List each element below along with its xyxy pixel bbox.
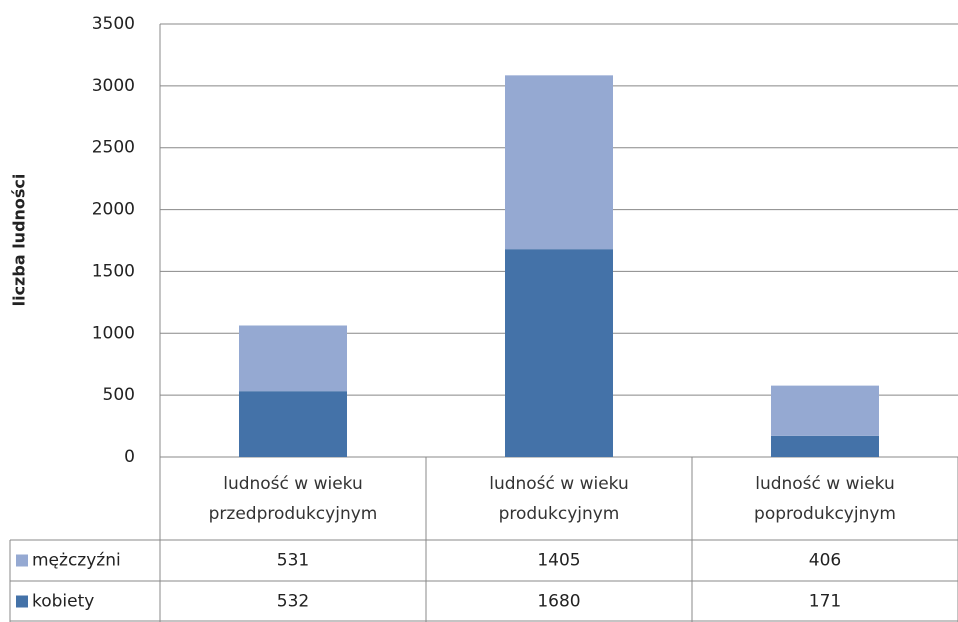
y-tick-label: 3000	[92, 76, 135, 96]
table-value: 531	[277, 551, 309, 571]
table-value: 406	[809, 551, 841, 571]
bar-segment	[771, 435, 879, 457]
category-cell: ludność w wieku poprodukcyjnym	[754, 473, 896, 524]
legend-label: mężczyźni	[32, 551, 121, 571]
y-tick-label: 0	[124, 447, 135, 467]
bar-segment	[771, 385, 879, 436]
y-tick-label: 1000	[92, 323, 135, 343]
legend-swatch	[16, 554, 28, 567]
table-value: 171	[809, 592, 841, 612]
bar-segment	[239, 325, 347, 392]
y-tick-label: 2000	[92, 200, 135, 220]
table-value: 532	[277, 592, 309, 612]
x-tick-label: ludność w wieku produkcyjnym	[489, 473, 629, 524]
table-value: 1680	[537, 592, 580, 612]
y-tick-label: 2500	[92, 138, 135, 158]
y-tick-label: 500	[103, 385, 135, 405]
bar-segment	[505, 249, 613, 457]
table-value: 1405	[537, 551, 580, 571]
legend-swatch	[16, 595, 28, 608]
y-axis-title: liczba ludności	[10, 174, 29, 307]
bar-segment	[505, 75, 613, 250]
x-tick-label: ludność w wieku przedprodukcyjnym	[208, 473, 378, 524]
legend-label: kobiety	[32, 592, 94, 612]
category-cell: ludność w wieku produkcyjnym	[489, 473, 629, 524]
y-tick-label: 1500	[92, 261, 135, 281]
y-tick-label: 3500	[92, 14, 135, 34]
bar-segment	[239, 391, 347, 457]
category-cell: ludność w wieku przedprodukcyjnym	[208, 473, 378, 524]
x-tick-label: ludność w wieku poprodukcyjnym	[754, 473, 896, 524]
